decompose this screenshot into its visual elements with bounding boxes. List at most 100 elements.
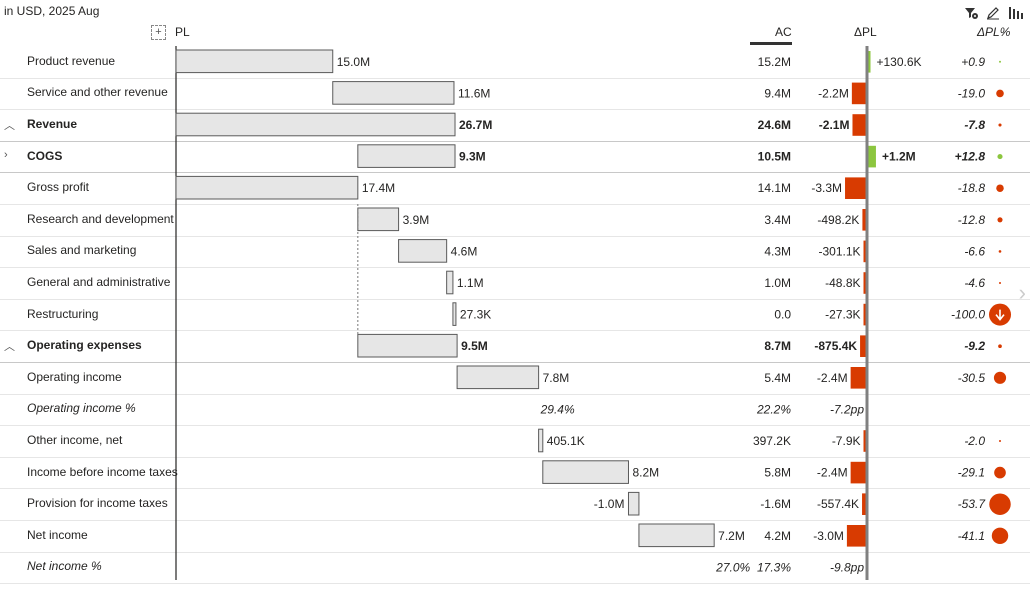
ac-value: 14.1M bbox=[758, 181, 791, 195]
row-separator bbox=[0, 172, 1030, 174]
delta-pl-label: -7.9K bbox=[832, 434, 861, 448]
ac-value: 4.2M bbox=[764, 529, 791, 543]
pl-value-label: 8.2M bbox=[632, 466, 659, 480]
pl-value-label: 15.0M bbox=[337, 55, 370, 69]
delta-pl-bar bbox=[860, 335, 866, 357]
row-label: COGS bbox=[27, 148, 63, 163]
delta-pl-pct-label: -4.6 bbox=[964, 276, 985, 290]
row-separator bbox=[0, 456, 1030, 458]
pl-value-label: 9.5M bbox=[461, 339, 488, 353]
ac-value: 8.7M bbox=[764, 339, 791, 353]
row-separator bbox=[0, 109, 1030, 111]
delta-pl-pct-dot bbox=[996, 184, 1004, 192]
ac-value: 4.3M bbox=[764, 244, 791, 258]
delta-pl-label: -875.4K bbox=[814, 339, 857, 353]
delta-pl-bar bbox=[863, 430, 866, 452]
delta-pl-label: -2.4M bbox=[817, 466, 848, 480]
delta-pl-pct-dot bbox=[999, 440, 1001, 442]
pl-bar bbox=[175, 112, 456, 137]
column-header-delta-pl-pct[interactable]: ΔPL% bbox=[977, 25, 1011, 39]
delta-pl-pct-label: +12.8 bbox=[955, 150, 986, 164]
row-separator bbox=[0, 298, 1030, 300]
delta-pl-pct-label: -30.5 bbox=[958, 371, 986, 385]
row-label: Service and other revenue bbox=[27, 85, 168, 100]
expand-chevron-icon[interactable]: › bbox=[4, 148, 8, 161]
ac-value: 24.6M bbox=[758, 118, 791, 132]
row-separator bbox=[0, 330, 1030, 332]
row-label: Sales and marketing bbox=[27, 243, 137, 258]
delta-pl-bar bbox=[845, 177, 866, 199]
ac-value: 22.2% bbox=[756, 402, 791, 416]
delta-pl-label: -7.2pp bbox=[830, 402, 864, 416]
delta-pl-bar bbox=[863, 303, 866, 326]
row-label: Restructuring bbox=[27, 306, 99, 321]
delta-pl-pct-label: -9.2 bbox=[964, 339, 985, 353]
collapse-chevron-icon[interactable]: ︿ bbox=[4, 120, 15, 132]
row-label: Net income bbox=[27, 527, 88, 542]
pl-bar bbox=[332, 81, 455, 105]
delta-pl-label: -301.1K bbox=[818, 244, 860, 258]
ac-value: 0.0 bbox=[774, 308, 791, 322]
row-label: Revenue bbox=[27, 117, 78, 131]
delta-pl-pct-dot bbox=[997, 154, 1003, 160]
pl-value-label: 7.8M bbox=[543, 371, 570, 385]
row-separator bbox=[0, 235, 1030, 237]
delta-pl-pct-label: -100.0 bbox=[951, 308, 985, 322]
delta-pl-pct-label: -7.8 bbox=[964, 118, 985, 132]
add-column-button[interactable]: + bbox=[151, 25, 166, 40]
delta-pl-pct-label: -2.0 bbox=[964, 434, 985, 448]
pl-value-label: 9.3M bbox=[459, 150, 486, 164]
row-separator bbox=[0, 425, 1030, 427]
delta-pl-pct-label: -18.8 bbox=[958, 181, 986, 195]
delta-pl-label: -2.1M bbox=[819, 118, 850, 132]
row-separator bbox=[0, 583, 1030, 585]
pl-bar bbox=[357, 333, 458, 358]
delta-pl-pct-dot bbox=[997, 217, 1003, 223]
pl-value-label: 29.4% bbox=[540, 402, 575, 416]
row-separator bbox=[0, 77, 1030, 79]
delta-pl-pct-label: -19.0 bbox=[958, 86, 986, 100]
pl-value-label: 11.6M bbox=[458, 86, 490, 100]
row-separator bbox=[0, 204, 1030, 205]
pl-value-label: 405.1K bbox=[547, 434, 585, 448]
delta-pl-pct-label: -53.7 bbox=[958, 497, 987, 511]
pl-bar bbox=[357, 144, 456, 168]
delta-pl-pct-dot bbox=[994, 466, 1006, 479]
chevron-right-icon[interactable]: › bbox=[1018, 280, 1026, 305]
row-separator bbox=[0, 488, 1030, 490]
collapse-chevron-icon[interactable]: ︿ bbox=[4, 341, 15, 354]
ac-value: 9.4M bbox=[764, 86, 791, 100]
row-label: Operating expenses bbox=[27, 338, 142, 353]
filter-settings-icon[interactable] bbox=[964, 6, 978, 20]
row-label: Gross profit bbox=[27, 180, 90, 195]
column-header-ac[interactable]: AC bbox=[775, 25, 792, 39]
pl-value-label: -1.0M bbox=[594, 497, 625, 511]
ac-column-underline bbox=[750, 42, 792, 45]
bar-chart-icon[interactable] bbox=[1008, 6, 1024, 20]
delta-pl-label: -557.4K bbox=[817, 497, 859, 511]
ac-value: 3.4M bbox=[764, 213, 791, 227]
ac-value: 397.2K bbox=[753, 434, 791, 448]
visual-toolbar bbox=[964, 6, 1024, 20]
row-separator bbox=[0, 393, 1030, 395]
row-label: General and administrative bbox=[27, 275, 171, 289]
delta-pl-pct-dot bbox=[998, 250, 1002, 253]
ac-value: 5.4M bbox=[764, 371, 791, 385]
ac-value: -1.6M bbox=[760, 497, 791, 511]
delta-pl-pct-label: +0.9 bbox=[961, 55, 985, 69]
pl-value-label: 1.1M bbox=[457, 276, 484, 290]
row-label: Other income, net bbox=[27, 433, 123, 447]
delta-pl-label: -2.4M bbox=[817, 371, 848, 385]
column-header-delta-pl[interactable]: ΔPL bbox=[854, 25, 877, 39]
delta-pl-label: +130.6K bbox=[877, 55, 922, 69]
delta-pl-bar bbox=[863, 272, 866, 294]
edit-pen-icon[interactable] bbox=[986, 6, 1000, 20]
column-header-pl[interactable]: PL bbox=[175, 25, 190, 39]
ac-value: 5.8M bbox=[764, 466, 791, 480]
delta-pl-label: -48.8K bbox=[825, 276, 860, 290]
delta-pl-label: -27.3K bbox=[825, 308, 860, 322]
row-label: Product revenue bbox=[27, 53, 116, 68]
pl-value-label: 17.4M bbox=[362, 181, 395, 195]
ac-value: 10.5M bbox=[758, 150, 791, 164]
